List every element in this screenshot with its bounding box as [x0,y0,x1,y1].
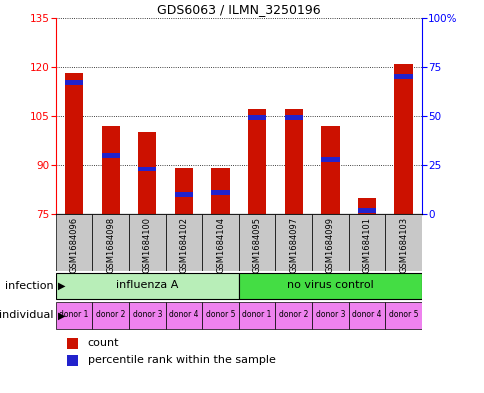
Text: GSM1684101: GSM1684101 [362,217,371,273]
Text: infection: infection [5,281,53,291]
Bar [284,116,302,120]
Text: no virus control: no virus control [287,280,373,290]
Text: donor 5: donor 5 [205,310,235,319]
Bar [56,214,92,271]
Text: donor 2: donor 2 [278,310,308,319]
Bar [239,273,421,299]
Bar [67,354,78,366]
Bar [92,214,129,271]
Bar [320,157,339,162]
Bar [275,214,312,271]
Text: donor 1: donor 1 [242,310,272,319]
Bar [202,302,239,329]
Bar [202,214,239,271]
Bar [239,214,275,271]
Bar [348,302,385,329]
Bar [129,302,166,329]
Bar [384,214,421,271]
Bar [384,302,421,329]
Text: donor 4: donor 4 [351,310,381,319]
Text: ▶: ▶ [58,281,65,291]
Bar [129,214,166,271]
Text: count: count [88,338,119,348]
Text: GSM1684095: GSM1684095 [252,217,261,273]
Text: percentile rank within the sample: percentile rank within the sample [88,355,275,365]
Title: GDS6063 / ILMN_3250196: GDS6063 / ILMN_3250196 [157,4,320,17]
Bar [101,126,120,214]
Bar [166,302,202,329]
Bar [357,198,376,214]
Text: GSM1684099: GSM1684099 [325,217,334,273]
Bar [284,109,302,214]
Bar [275,302,312,329]
Bar [65,80,83,85]
Text: GSM1684097: GSM1684097 [288,217,298,273]
Text: GSM1684102: GSM1684102 [179,217,188,273]
Text: GSM1684103: GSM1684103 [398,217,408,273]
Bar [166,214,202,271]
Text: GSM1684100: GSM1684100 [142,217,151,273]
Text: donor 4: donor 4 [169,310,198,319]
Text: donor 3: donor 3 [132,310,162,319]
Bar [393,64,412,214]
Text: donor 5: donor 5 [388,310,418,319]
Text: individual: individual [0,310,53,320]
Bar [138,132,156,214]
Bar [174,192,193,197]
Text: donor 2: donor 2 [96,310,125,319]
Text: donor 3: donor 3 [315,310,345,319]
Text: influenza A: influenza A [116,280,178,290]
Bar [312,214,348,271]
Bar [65,73,83,214]
Bar [247,116,266,120]
Bar [393,74,412,79]
Bar [174,168,193,214]
Bar [56,302,92,329]
Text: GSM1684098: GSM1684098 [106,217,115,273]
Text: ▶: ▶ [58,310,65,320]
Bar [67,338,78,349]
Bar [211,168,229,214]
Text: GSM1684104: GSM1684104 [215,217,225,273]
Bar [211,190,229,195]
Bar [92,302,129,329]
Bar [239,302,275,329]
Bar [320,126,339,214]
Bar [247,109,266,214]
Bar [348,214,385,271]
Bar [312,302,348,329]
Text: donor 1: donor 1 [59,310,89,319]
Bar [101,153,120,158]
Text: GSM1684096: GSM1684096 [69,217,78,273]
Bar [357,208,376,213]
Bar [138,167,156,171]
Bar [56,273,239,299]
